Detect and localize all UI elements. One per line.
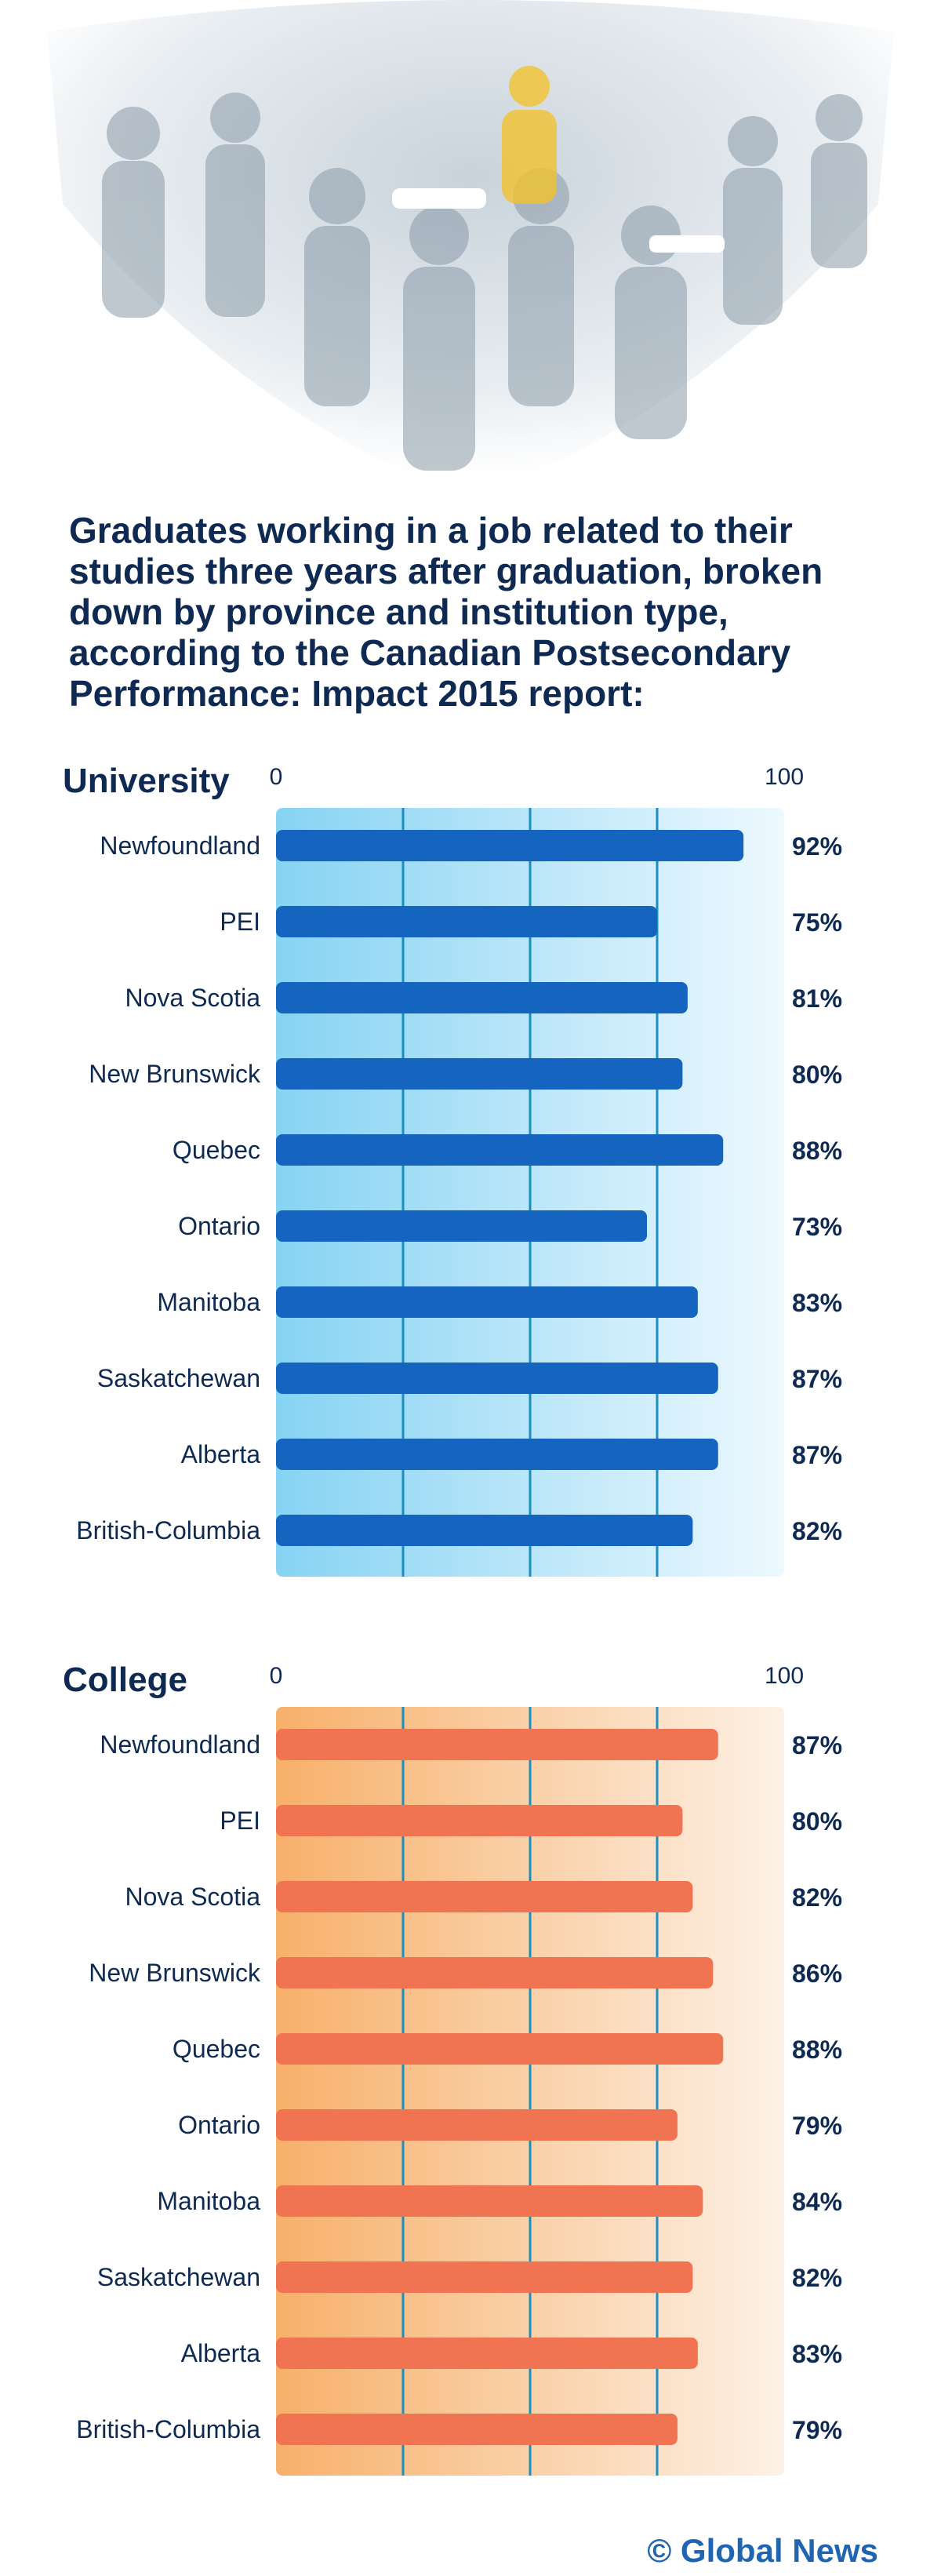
university-bar	[276, 1134, 724, 1166]
university-category-label: Saskatchewan	[97, 1364, 260, 1392]
college-value-label: 84%	[792, 2188, 842, 2216]
university-category-label: Quebec	[173, 1136, 260, 1164]
college-chart: College 0 100 Newfoundland 87% PEI 80% Nova Sco…	[0, 1652, 941, 2515]
title-line: according to the Canadian Postsecondary	[69, 632, 791, 673]
crowd-photo-icon	[47, 0, 894, 502]
credit-text: © Global News	[647, 2532, 878, 2569]
college-category-label: Alberta	[181, 2339, 261, 2367]
college-category-label: Quebec	[173, 2035, 260, 2063]
college-value-label: 79%	[792, 2112, 842, 2140]
college-category-label: Ontario	[178, 2111, 260, 2139]
university-category-label: Alberta	[181, 1440, 261, 1468]
university-bar	[276, 1058, 683, 1090]
university-category-label: New Brunswick	[89, 1060, 261, 1088]
university-category-label: British-Columbia	[76, 1516, 260, 1545]
title-line: down by province and institution type,	[69, 591, 728, 632]
college-value-label: 80%	[792, 1807, 842, 1836]
university-tick-label: 100	[765, 764, 804, 790]
university-tick-label: 0	[270, 764, 283, 790]
university-chart: University 0 100 Newfoundland 92% PEI 75% Nova …	[0, 753, 941, 1616]
university-category-label: Ontario	[178, 1212, 260, 1240]
title-line: Graduates working in a job related to th…	[69, 510, 793, 551]
college-tick-label: 100	[765, 1663, 804, 1689]
college-category-label: Manitoba	[157, 2187, 260, 2215]
college-category-label: New Brunswick	[89, 1959, 261, 1987]
college-bar	[276, 2185, 703, 2217]
college-bar	[276, 2109, 678, 2141]
college-bar	[276, 1729, 718, 1760]
college-value-label: 79%	[792, 2416, 842, 2444]
university-category-label: PEI	[220, 908, 260, 936]
college-value-label: 82%	[792, 1883, 842, 1912]
university-value-label: 81%	[792, 984, 842, 1013]
university-value-label: 73%	[792, 1213, 842, 1241]
college-chart-svg: College 0 100 Newfoundland 87% PEI 80% Nova Sco…	[63, 1661, 842, 2476]
university-bar	[276, 1363, 718, 1394]
college-bar	[276, 2261, 693, 2293]
university-bar	[276, 1439, 718, 1470]
college-value-label: 83%	[792, 2340, 842, 2368]
university-chart-title: University	[63, 762, 230, 800]
college-category-label: British-Columbia	[76, 2415, 260, 2443]
university-value-label: 92%	[792, 832, 842, 860]
college-bar	[276, 2033, 724, 2065]
college-category-label: Nova Scotia	[125, 1883, 260, 1911]
college-category-label: Saskatchewan	[97, 2263, 260, 2291]
college-value-label: 88%	[792, 2036, 842, 2064]
university-category-label: Nova Scotia	[125, 984, 260, 1012]
university-value-label: 87%	[792, 1365, 842, 1393]
page-title: Graduates working in a job related to th…	[69, 510, 900, 714]
college-category-label: Newfoundland	[100, 1730, 260, 1759]
university-value-label: 83%	[792, 1289, 842, 1317]
hero-photo	[0, 0, 941, 502]
college-value-label: 82%	[792, 2264, 842, 2292]
college-bar	[276, 2414, 678, 2445]
college-value-label: 86%	[792, 1959, 842, 1988]
university-bar	[276, 982, 688, 1013]
university-bar	[276, 906, 657, 937]
university-chart-svg: University 0 100 Newfoundland 92% PEI 75% Nova …	[63, 762, 842, 1577]
college-bar	[276, 1805, 683, 1836]
university-bar	[276, 1286, 698, 1318]
university-bar	[276, 1515, 693, 1546]
university-bar	[276, 1210, 648, 1242]
university-category-label: Newfoundland	[100, 831, 260, 860]
college-chart-title: College	[63, 1661, 187, 1699]
university-value-label: 75%	[792, 908, 842, 937]
university-bar	[276, 830, 744, 861]
title-line: Performance: Impact 2015 report:	[69, 673, 645, 714]
title-line: studies three years after graduation, br…	[69, 551, 823, 591]
university-value-label: 80%	[792, 1061, 842, 1089]
college-category-label: PEI	[220, 1806, 260, 1835]
university-value-label: 88%	[792, 1137, 842, 1165]
university-category-label: Manitoba	[157, 1288, 260, 1316]
university-value-label: 82%	[792, 1517, 842, 1545]
college-tick-label: 0	[270, 1663, 283, 1689]
university-value-label: 87%	[792, 1441, 842, 1469]
college-bar	[276, 1881, 693, 1912]
college-bar	[276, 2338, 698, 2369]
college-value-label: 87%	[792, 1731, 842, 1759]
college-bar	[276, 1957, 714, 1988]
